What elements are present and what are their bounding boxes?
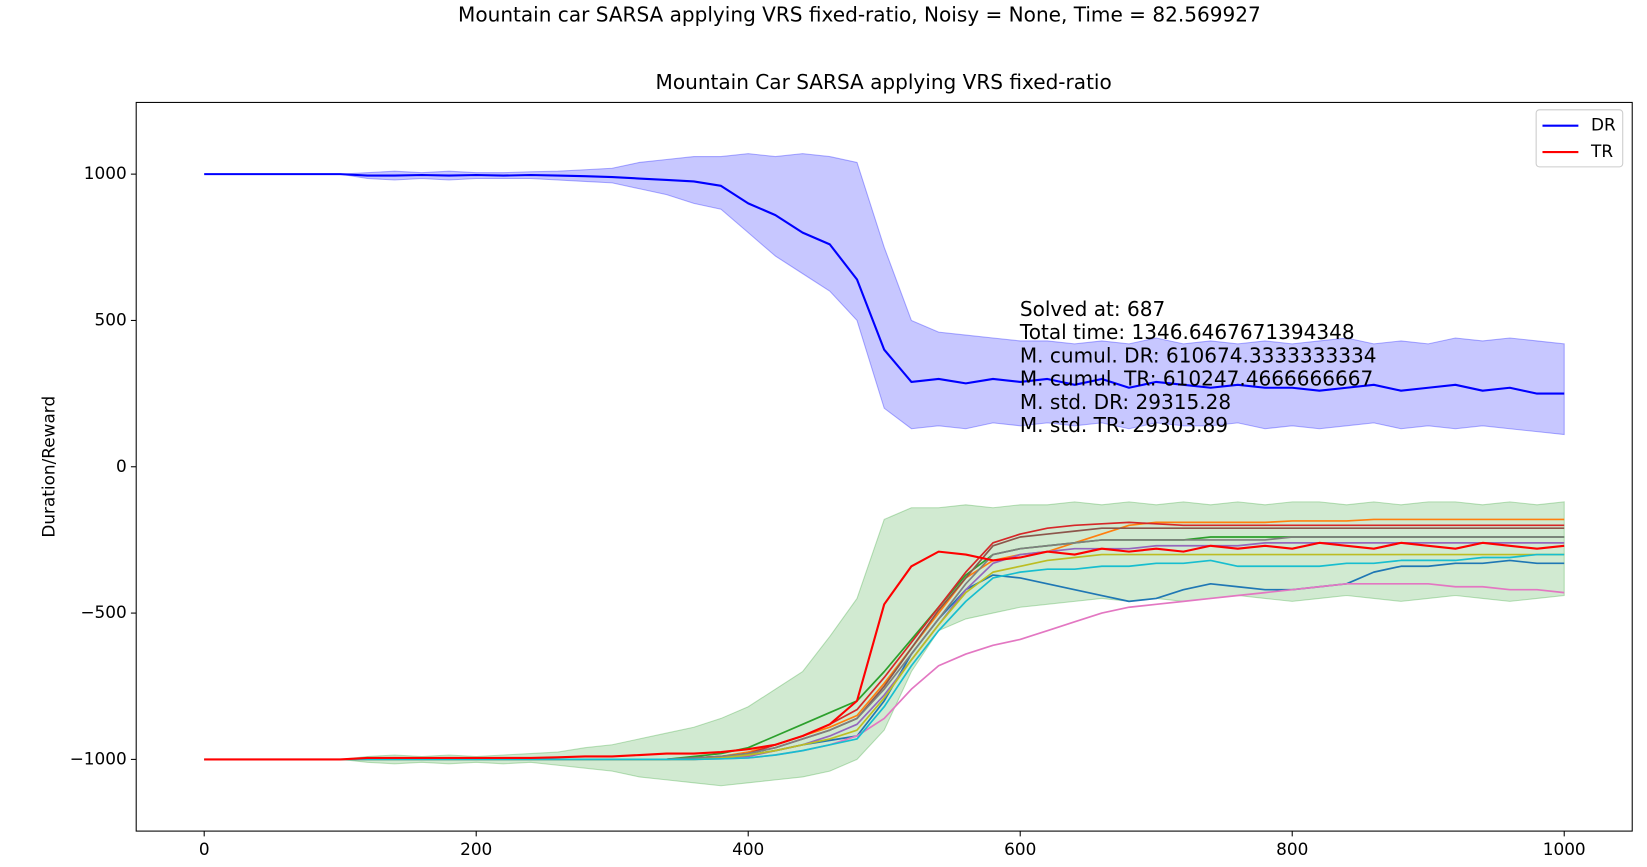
x-axis-label: Episode (851, 866, 917, 867)
annotation: Solved at: 687 (1020, 297, 1165, 321)
std-band (204, 153, 1565, 436)
y-tick-label: −1000 (70, 748, 127, 768)
axes-title: Mountain Car SARSA applying VRS fixed-ra… (656, 70, 1112, 94)
dr-line (204, 173, 1565, 395)
y-tick-label: −500 (80, 602, 126, 622)
std-band (204, 501, 1565, 787)
run-line (204, 553, 1565, 761)
x-tick-label: 800 (1276, 839, 1308, 859)
figure-title: Mountain car SARSA applying VRS fixed-ra… (458, 2, 1261, 26)
x-tick-label: 200 (460, 839, 492, 859)
plot-area (204, 153, 1565, 787)
y-tick-label: 500 (94, 309, 126, 329)
legend-label: DR (1591, 115, 1616, 135)
tr-line (204, 541, 1565, 761)
y-tick-label: 1000 (84, 163, 127, 183)
legend-label: TR (1590, 141, 1613, 161)
x-tick-label: 600 (1004, 839, 1036, 859)
annotation: M. std. DR: 29315.28 (1020, 390, 1231, 414)
y-axis-label: Duration/Reward (39, 396, 59, 538)
y-tick-label: 0 (116, 456, 127, 476)
x-tick-label: 0 (199, 839, 210, 859)
annotation: M. cumul. DR: 610674.3333333334 (1020, 343, 1377, 367)
x-tick-label: 400 (732, 839, 764, 859)
x-tick-label: 1000 (1543, 839, 1586, 859)
annotation: M. cumul. TR: 610247.4666666667 (1020, 367, 1373, 391)
annotation: Total time: 1346.6467671394348 (1019, 320, 1355, 344)
annotation: M. std. TR: 29303.89 (1020, 413, 1228, 437)
